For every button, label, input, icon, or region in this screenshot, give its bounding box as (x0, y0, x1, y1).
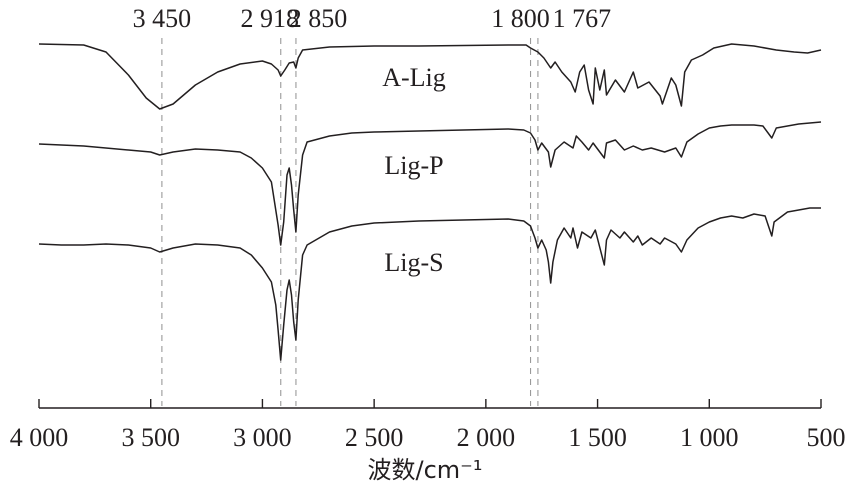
x-tick-label-3000: 3 000 (233, 423, 292, 452)
series-label-a-lig: A-Lig (382, 63, 446, 92)
peak-label-1800: 1 800 (491, 4, 550, 33)
x-tick-label-2500: 2 500 (345, 423, 404, 452)
x-tick-label-3500: 3 500 (121, 423, 180, 452)
x-tick-label-1000: 1 000 (680, 423, 739, 452)
series-label-lig-s: Lig-S (384, 248, 443, 277)
peak-label-2850: 2 850 (289, 4, 348, 33)
x-axis (38, 399, 822, 409)
peak-label-3450: 3 450 (133, 4, 192, 33)
peak-label-2918: 2 918 (240, 4, 299, 33)
x-tick-label-4000: 4 000 (10, 423, 69, 452)
series-line-lig-p (38, 121, 822, 246)
x-tick-label-500: 500 (807, 423, 846, 452)
peak-label-1767: 1 767 (553, 4, 612, 33)
series-label-lig-p: Lig-P (384, 151, 443, 180)
series-line-a-lig (38, 43, 822, 110)
series-lines (38, 43, 822, 361)
x-axis-title: 波数/cm⁻¹ (368, 456, 483, 484)
series-line-lig-s (38, 207, 821, 361)
tick-labels: 4 000 3 500 3 000 2 500 2 000 1 500 1 000 500 (10, 423, 846, 452)
x-tick-label-2000: 2 000 (457, 423, 516, 452)
x-tick-label-1500: 1 500 (568, 423, 627, 452)
reference-lines (161, 38, 539, 406)
